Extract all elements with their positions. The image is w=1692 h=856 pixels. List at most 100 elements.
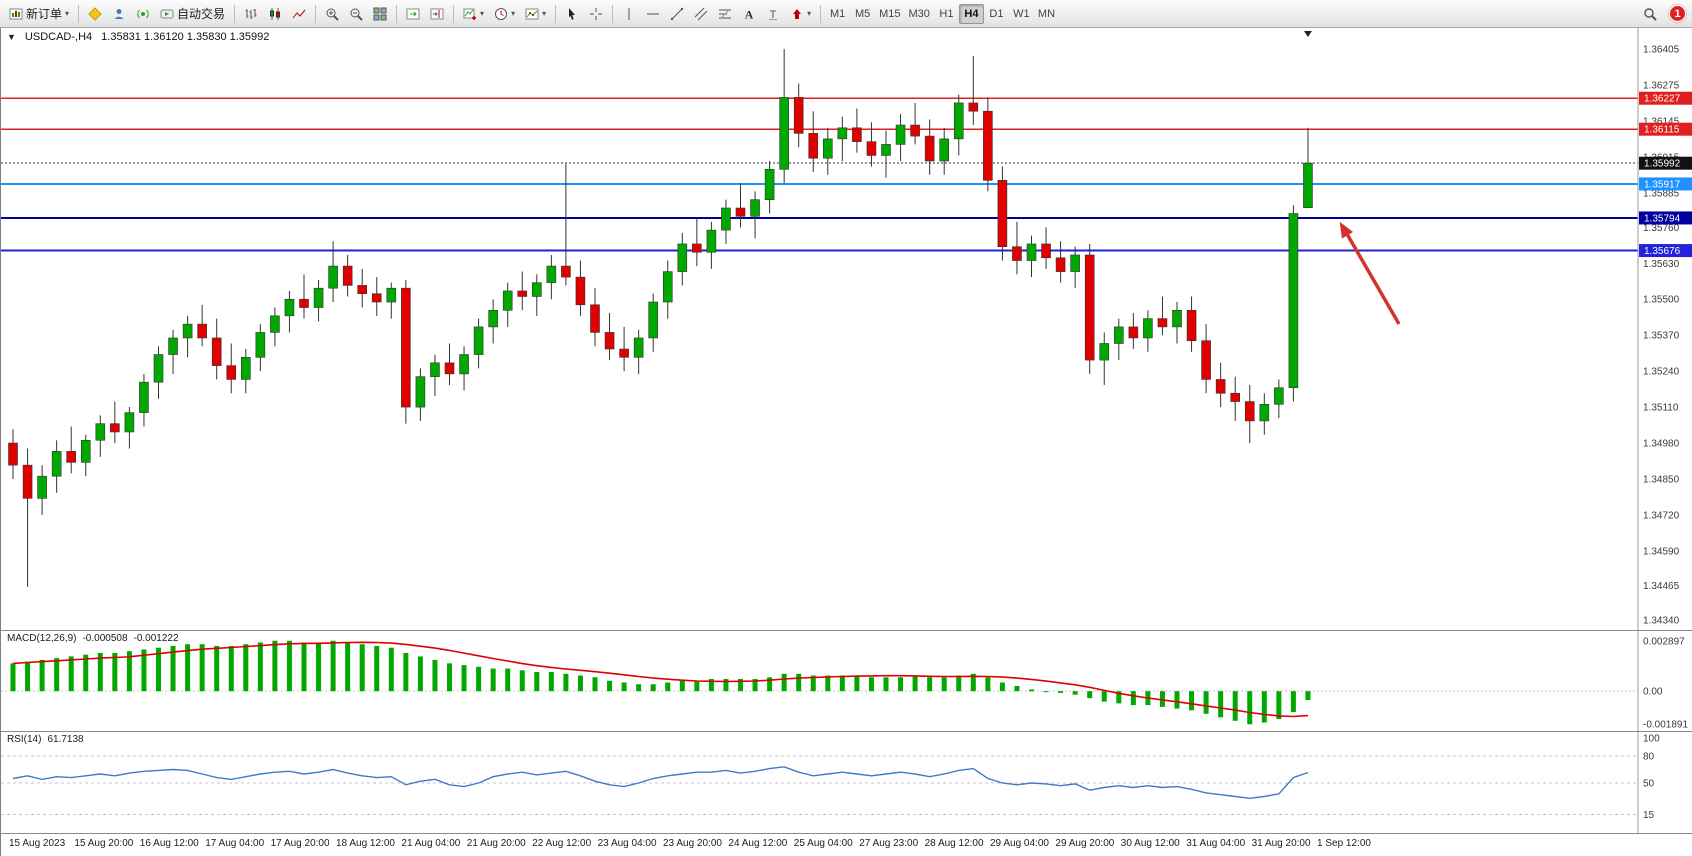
- macd-name: MACD(12,26,9): [7, 633, 77, 644]
- indicators-button[interactable]: ▾: [520, 3, 551, 25]
- candle: [51, 451, 62, 477]
- candle: [1172, 310, 1182, 328]
- cursor-button[interactable]: [560, 3, 584, 25]
- trendline-button[interactable]: [665, 3, 689, 25]
- rsi-pane[interactable]: 100 80 50 15 RSI(14) 61.7138: [1, 731, 1692, 833]
- candle: [1259, 404, 1270, 422]
- zoom-in-button[interactable]: [320, 3, 344, 25]
- candle-chart-button[interactable]: [263, 3, 287, 25]
- candle: [1041, 243, 1051, 259]
- timeframe-button-d1[interactable]: D1: [989, 7, 1004, 20]
- search-button[interactable]: [1638, 3, 1662, 25]
- macd-bar: [1087, 691, 1093, 699]
- macd-bar: [592, 677, 598, 692]
- time-axis[interactable]: 15 Aug 2023 15 Aug 20:00 16 Aug 12:00 17 Au…: [1, 833, 1692, 856]
- macd-bar: [810, 675, 816, 692]
- candle: [852, 127, 862, 142]
- market-icon: [88, 6, 102, 21]
- candle: [1012, 246, 1022, 261]
- candle: [822, 138, 833, 159]
- time-axis-label: 29 Aug 20:00: [1055, 838, 1115, 849]
- market-button[interactable]: [83, 3, 107, 25]
- chart-shift-button[interactable]: [425, 3, 449, 25]
- signals-button[interactable]: [131, 3, 155, 25]
- candle: [1084, 254, 1095, 361]
- rsi-canvas[interactable]: 100 80 50 15: [1, 732, 1692, 833]
- line-chart-button[interactable]: [287, 3, 311, 25]
- new-order-button[interactable]: 新订单 ▾: [4, 3, 74, 25]
- macd-bar: [1203, 691, 1209, 714]
- trend-arrow-head: [1339, 221, 1354, 239]
- price-badge-label: 1.35917: [1644, 179, 1681, 190]
- channel-button[interactable]: [689, 3, 713, 25]
- vertical-line-button[interactable]: [617, 3, 641, 25]
- timeframe-button-mn[interactable]: MN: [1037, 7, 1056, 20]
- macd-bar: [781, 673, 787, 692]
- one-click-trading-toggle[interactable]: ▼: [7, 32, 16, 42]
- macd-bar: [170, 645, 176, 692]
- arrows-button[interactable]: ▾: [785, 3, 816, 25]
- candle: [211, 337, 222, 366]
- toolbar-separator: [453, 4, 455, 23]
- chevron-down-icon: ▾: [511, 8, 516, 18]
- price-badge-label: 1.35794: [1644, 213, 1681, 224]
- trend-arrow-annotation[interactable]: [1345, 233, 1401, 325]
- timeframe-button-m30[interactable]: M30: [908, 7, 930, 20]
- fibonacci-button[interactable]: [713, 3, 737, 25]
- candle: [1070, 254, 1080, 272]
- zoom-out-button[interactable]: [344, 3, 368, 25]
- chart-ohlc-values: 1.35831 1.36120 1.35830 1.35992: [101, 31, 270, 43]
- auto-scroll-button[interactable]: [401, 3, 425, 25]
- text-label-button[interactable]: T: [761, 3, 785, 25]
- line-chart-icon: [292, 9, 306, 18]
- timeframe-button-m5[interactable]: M5: [854, 7, 871, 20]
- timeframe-button-h1[interactable]: H1: [939, 7, 954, 20]
- rsi-line: [12, 766, 1309, 800]
- candle: [633, 337, 644, 358]
- auto-trading-button[interactable]: 自动交易: [155, 3, 230, 25]
- zoom-out-icon: [350, 8, 363, 21]
- tile-windows-button[interactable]: [368, 3, 392, 25]
- macd-axis-label: -0.001891: [1643, 720, 1688, 731]
- profile-button[interactable]: [107, 3, 131, 25]
- candle: [371, 293, 382, 303]
- horizontal-line-button[interactable]: [641, 3, 665, 25]
- macd-bar: [956, 675, 962, 692]
- macd-bar: [39, 659, 45, 692]
- crosshair-button[interactable]: [584, 3, 608, 25]
- price-chart-pane[interactable]: 1.364051.362751.361451.360151.358851.357…: [1, 28, 1692, 630]
- candle: [1186, 310, 1197, 342]
- price-chart-canvas[interactable]: 1.364051.362751.361451.360151.358851.357…: [1, 28, 1692, 630]
- text-button[interactable]: A: [737, 3, 761, 25]
- macd-bar: [374, 645, 380, 692]
- candle: [604, 332, 615, 350]
- macd-pane[interactable]: 0.002897 0.00 -0.001891 MACD(12,26,9) -0.0…: [1, 630, 1692, 731]
- candle: [66, 451, 76, 463]
- macd-bar: [228, 645, 234, 692]
- candle: [881, 144, 891, 156]
- notification-badge[interactable]: 1: [1669, 5, 1686, 22]
- price-badge: [1639, 156, 1692, 170]
- timeframe-button-w1[interactable]: W1: [1013, 7, 1030, 20]
- price-axis-label: 1.35630: [1643, 259, 1680, 270]
- macd-bar: [257, 642, 263, 692]
- macd-indicator-label: MACD(12,26,9) -0.000508 -0.001222: [7, 633, 179, 644]
- timeframe-button-h4[interactable]: H4: [958, 3, 984, 24]
- macd-bar: [839, 675, 845, 692]
- main-toolbar: 新订单 ▾ 自动交易 ▾ ▾ ▾ A T ▾ M1 M5 M15 M30 H1 H4 D1 W1 MN 1: [0, 0, 1692, 28]
- periods-button[interactable]: ▾: [489, 3, 520, 25]
- macd-bar: [1029, 689, 1034, 692]
- bar-chart-button[interactable]: [239, 3, 263, 25]
- new-chart-button[interactable]: ▾: [458, 3, 489, 25]
- candle: [706, 229, 717, 253]
- rsi-name: RSI(14): [7, 734, 42, 745]
- timeframe-button-m1[interactable]: M1: [829, 7, 846, 20]
- timeframe-button-m15[interactable]: M15: [879, 7, 901, 20]
- macd-canvas[interactable]: 0.002897 0.00 -0.001891: [1, 631, 1692, 731]
- candle: [1303, 162, 1313, 209]
- macd-bar: [1290, 691, 1296, 713]
- macd-bar: [10, 663, 16, 692]
- macd-bar: [679, 680, 685, 692]
- chart-shift-marker[interactable]: [1303, 31, 1312, 37]
- macd-bar: [534, 672, 540, 692]
